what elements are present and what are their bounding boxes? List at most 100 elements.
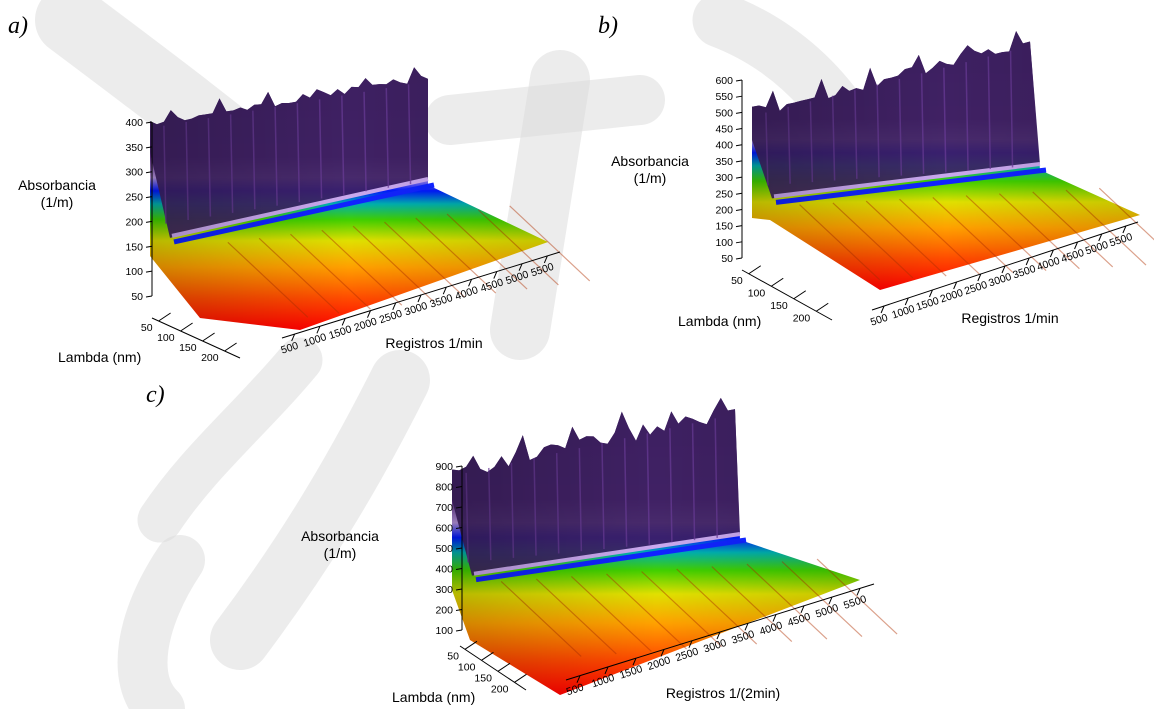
z-tick-label: 50	[131, 291, 143, 303]
panel-label: b)	[598, 13, 618, 39]
z-tick-mark	[735, 241, 743, 244]
y-tick-mark	[497, 662, 511, 672]
y-tick-label: 150	[770, 300, 788, 312]
x-tick-label: 500	[565, 681, 586, 698]
surface-fold	[509, 205, 591, 282]
x-tick-mark	[1098, 233, 1103, 242]
x-tick-mark	[1049, 249, 1054, 258]
z-tick-label: 550	[715, 91, 733, 103]
y-tick-mark	[770, 277, 784, 287]
y-tick-label: 200	[793, 312, 811, 324]
y-axis-label: Lambda (nm)	[678, 313, 761, 329]
y-axis-line	[151, 317, 241, 359]
z-tick-label: 400	[715, 140, 733, 152]
x-tick-mark	[366, 310, 371, 318]
z-tick-label: 150	[715, 221, 733, 233]
z-axis-label: Absorbancia	[301, 528, 379, 544]
z-tick-label: 500	[435, 543, 453, 555]
y-tick-label: 100	[458, 661, 476, 673]
z-tick-label: 500	[715, 107, 733, 119]
y-tick-mark	[224, 342, 237, 352]
x-tick-mark	[543, 255, 548, 264]
y-axis-label: Lambda (nm)	[58, 349, 141, 365]
x-tick-mark	[632, 657, 637, 666]
z-tick-label: 100	[435, 625, 453, 637]
y-tick-mark	[180, 322, 193, 332]
x-tick-mark	[1001, 265, 1006, 274]
z-tick-mark	[735, 111, 743, 114]
x-tick-mark	[316, 326, 321, 334]
panel-label: c)	[146, 382, 165, 408]
z-tick-mark	[735, 208, 743, 211]
z-tick-mark	[735, 95, 743, 98]
panel-c: c) 100 200 300 400 500 600 700 800 900 Absorbancia…	[146, 382, 898, 705]
x-tick-label: 1000	[890, 303, 916, 322]
z-tick-mark	[455, 506, 463, 509]
y-tick-label: 50	[141, 322, 153, 334]
z-tick-mark	[735, 128, 743, 131]
z-tick-label: 150	[125, 241, 143, 253]
x-tick-label: 2000	[353, 315, 379, 334]
y-tick-label: 200	[491, 683, 509, 695]
x-tick-label: 5500	[842, 593, 868, 612]
z-tick-label: 350	[125, 142, 143, 154]
y-tick-mark	[158, 312, 171, 322]
z-tick-mark	[145, 196, 153, 199]
x-tick-mark	[928, 289, 933, 298]
x-tick-label: 5000	[1084, 239, 1110, 258]
y-tick-label: 150	[474, 672, 492, 684]
surface-plot	[150, 67, 591, 331]
y-tick-mark	[464, 640, 478, 650]
y-tick-mark	[748, 265, 762, 275]
x-tick-label: 4000	[1035, 255, 1061, 274]
x-tick-label: 1500	[915, 295, 941, 314]
x-tick-mark	[953, 281, 958, 290]
z-tick-mark	[735, 144, 743, 147]
z-tick-label: 100	[125, 266, 143, 278]
x-axis-label: Registros 1/min	[385, 335, 482, 351]
x-tick-mark	[417, 294, 422, 303]
surface-shading	[150, 67, 548, 331]
z-tick-label: 300	[435, 584, 453, 596]
x-tick-mark	[977, 273, 982, 282]
y-tick-mark	[481, 651, 494, 661]
z-tick-mark	[145, 121, 153, 124]
z-tick-label: 600	[435, 523, 453, 535]
z-tick-label: 250	[715, 188, 733, 200]
z-axis-label: Absorbancia	[18, 177, 96, 193]
x-tick-label: 3000	[702, 637, 728, 656]
x-tick-mark	[493, 271, 498, 279]
x-tick-label: 4000	[454, 284, 480, 303]
z-axis-label: Absorbancia	[611, 153, 689, 169]
x-tick-mark	[716, 631, 721, 640]
surface-plot	[452, 397, 898, 695]
z-axis: 50 100 150 200 250 300 350 400	[125, 117, 153, 303]
z-tick-label: 900	[435, 461, 453, 473]
y-axis-line	[741, 269, 833, 321]
z-tick-label: 400	[435, 564, 453, 576]
z-tick-mark	[145, 220, 153, 223]
z-tick-label: 300	[715, 172, 733, 184]
z-tick-label: 350	[715, 156, 733, 168]
z-tick-mark	[735, 79, 743, 82]
panel-label: a)	[8, 13, 28, 39]
x-tick-label: 5000	[814, 602, 840, 621]
z-tick-mark	[455, 609, 463, 611]
y-tick-label: 150	[179, 342, 197, 354]
y-tick-mark	[202, 332, 215, 342]
surface-fold	[1098, 187, 1154, 241]
y-tick-label: 50	[447, 650, 459, 662]
z-tick-label: 450	[715, 124, 733, 136]
x-tick-label: 500	[869, 312, 890, 329]
x-tick-label: 4000	[758, 619, 784, 638]
z-tick-label: 200	[715, 204, 733, 216]
z-tick-mark	[145, 146, 153, 149]
z-axis-unit: (1/m)	[324, 545, 357, 561]
x-tick-mark	[291, 333, 296, 342]
z-tick-mark	[735, 160, 743, 163]
z-tick-mark	[735, 257, 743, 260]
y-axis-line	[459, 645, 527, 691]
